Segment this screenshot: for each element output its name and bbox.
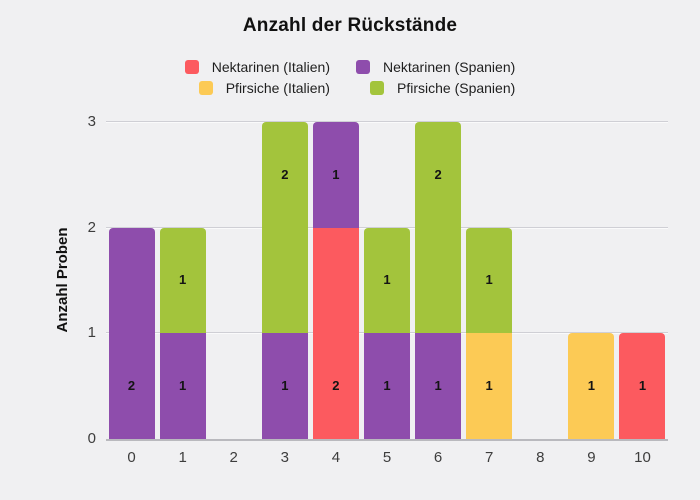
legend-label: Pfirsiche (Spanien): [397, 79, 516, 96]
bar-segment-Nektarinen (Spanien)-x5[interactable]: [364, 333, 410, 439]
legend-swatch-green-icon: [370, 80, 384, 95]
bar-segment-Nektarinen (Spanien)-x0[interactable]: [108, 227, 155, 439]
x-tick-label: 5: [382, 449, 392, 466]
x-tick-label: 4: [331, 449, 341, 466]
x-tick-label: 2: [229, 449, 238, 466]
legend-label: Nektarinen (Spanien): [382, 58, 516, 75]
legend-label: Pfirsiche (Italien): [225, 79, 330, 96]
chart-title: Anzahl der Rückstände: [242, 15, 458, 36]
bar-segment-Nektarinen (Italien)-x10[interactable]: [619, 333, 666, 439]
bar-segment-Pfirsiche (Spanien)-x5[interactable]: [364, 227, 410, 334]
x-tick-label: 1: [178, 449, 187, 466]
bar-segment-Pfirsiche (Italien)-x7[interactable]: [466, 333, 513, 439]
x-tick-label: 0: [127, 449, 136, 466]
bar-segment-Pfirsiche (Spanien)-x7[interactable]: [466, 227, 513, 334]
legend-item-nektarinen-spanien[interactable]: Nektarinen (Spanien): [355, 57, 516, 76]
legend: Nektarinen (Italien) Pfirsiche (Italien)…: [0, 57, 700, 97]
bar-segment-Pfirsiche (Spanien)-x1[interactable]: [159, 227, 206, 334]
bar-segment-Nektarinen (Spanien)-x6[interactable]: [415, 333, 462, 439]
bar-segment-Pfirsiche (Italien)-x9[interactable]: [568, 333, 615, 439]
x-tick-label: 3: [280, 449, 289, 466]
legend-label: Nektarinen (Italien): [211, 58, 330, 75]
legend-swatch-purple-icon: [355, 59, 370, 74]
legend-item-pfirsiche-italien[interactable]: Pfirsiche (Italien): [198, 78, 330, 97]
y-tick-label: 3: [87, 112, 96, 130]
bar-segment-Nektarinen (Spanien)-x3[interactable]: [261, 333, 308, 439]
bar-segment-Pfirsiche (Spanien)-x6[interactable]: [415, 121, 462, 334]
x-tick-label: 7: [485, 449, 494, 466]
x-tick-label: 6: [433, 449, 443, 466]
legend-swatch-red-icon: [184, 59, 199, 74]
y-tick-label: 0: [87, 430, 96, 447]
legend-item-nektarinen-italien[interactable]: Nektarinen (Italien): [184, 57, 330, 76]
x-tick-label: 8: [536, 449, 545, 466]
bar-segment-Nektarinen (Spanien)-x4[interactable]: [312, 121, 359, 228]
x-tick-label: 10: [634, 449, 651, 466]
x-tick-label: 9: [587, 449, 596, 466]
y-tick-label: 2: [87, 218, 96, 236]
gridline: [106, 120, 668, 123]
legend-swatch-yellow-icon: [198, 80, 213, 95]
legend-column-italien: Nektarinen (Italien) Pfirsiche (Italien): [184, 57, 330, 97]
legend-item-pfirsiche-spanien[interactable]: Pfirsiche (Spanien): [370, 78, 515, 97]
x-axis-line: [106, 439, 668, 441]
bar-segment-Nektarinen (Italien)-x4[interactable]: [312, 227, 359, 439]
y-tick-label: 1: [87, 324, 96, 342]
legend-column-spanien: Nektarinen (Spanien) Pfirsiche (Spanien): [355, 57, 516, 97]
bar-segment-Pfirsiche (Spanien)-x3[interactable]: [261, 121, 308, 334]
bar-segment-Nektarinen (Spanien)-x1[interactable]: [159, 333, 206, 439]
